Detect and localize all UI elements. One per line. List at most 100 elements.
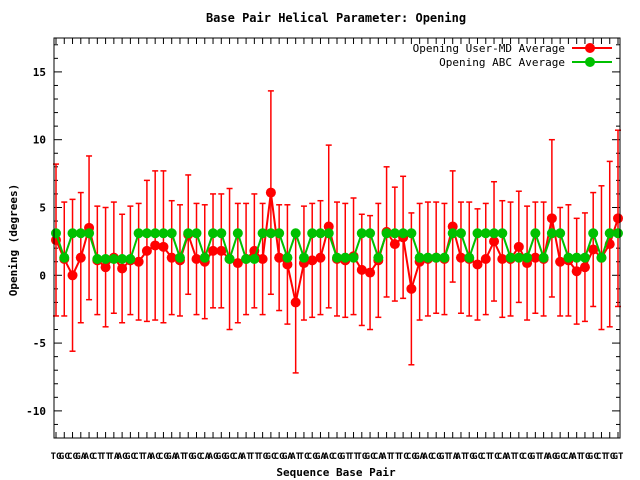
data-point (406, 228, 417, 239)
x-tick-label: TT (389, 452, 400, 462)
data-point (406, 283, 417, 294)
x-tick-label: GA (315, 452, 326, 462)
data-point (389, 239, 400, 250)
data-point (455, 228, 466, 239)
data-point (166, 228, 177, 239)
x-axis-label: Sequence Base Pair (276, 466, 396, 479)
x-tick-label: GC (588, 452, 599, 462)
data-point (489, 228, 500, 239)
x-tick-label: GT (613, 452, 624, 462)
data-point (389, 228, 400, 239)
x-tick-labels: TGGCCGGAACCTTTTAAGGCCTTAACCGGAATTGGCCAAG… (51, 452, 624, 462)
x-tick-label: TG (51, 452, 62, 462)
data-point (588, 244, 599, 255)
data-point (365, 267, 376, 278)
data-point (472, 228, 483, 239)
x-tick-label: GC (265, 452, 276, 462)
data-point (274, 228, 285, 239)
data-point (546, 213, 557, 224)
data-point (51, 228, 61, 239)
data-point (174, 252, 185, 263)
x-tick-label: GC (59, 452, 70, 462)
data-point (282, 252, 293, 263)
data-point (340, 252, 351, 263)
data-point (571, 266, 582, 277)
x-tick-label: AT (456, 452, 467, 462)
data-point (191, 254, 202, 265)
legend-label: Opening ABC Average (439, 56, 565, 69)
data-point (315, 252, 326, 263)
x-tick-label: GA (166, 452, 177, 462)
y-tick-label: 0 (39, 269, 46, 282)
data-point (365, 228, 376, 239)
data-point (141, 245, 152, 256)
data-point (208, 245, 219, 256)
data-point (522, 252, 533, 263)
x-tick-label: TC (489, 452, 500, 462)
data-point (315, 228, 326, 239)
x-tick-label: GC (472, 452, 483, 462)
x-tick-label: AT (381, 452, 392, 462)
data-point (166, 252, 177, 263)
data-point (59, 252, 70, 263)
data-point (538, 252, 549, 263)
x-tick-label: CT (596, 452, 607, 462)
data-point (307, 228, 318, 239)
x-tick-label: GC (125, 452, 136, 462)
data-point (158, 228, 169, 239)
data-point (381, 228, 392, 239)
x-tick-label: AG (117, 452, 128, 462)
x-tick-label: GA (414, 452, 425, 462)
data-point (265, 228, 276, 239)
x-tick-label: CA (373, 452, 384, 462)
data-point (530, 252, 541, 263)
data-point (497, 254, 508, 265)
x-tick-label: GC (365, 452, 376, 462)
data-point (108, 254, 119, 265)
data-point (546, 228, 557, 239)
data-point (571, 252, 582, 263)
y-tick-label: -10 (26, 405, 46, 418)
y-tick-label: -5 (33, 337, 46, 350)
data-point (257, 228, 268, 239)
x-tick-label: TG (580, 452, 591, 462)
x-tick-label: TG (356, 452, 367, 462)
chart-title: Base Pair Helical Parameter: Opening (206, 11, 466, 25)
data-point (158, 241, 169, 252)
data-point (257, 254, 268, 265)
x-tick-label: CA (199, 452, 210, 462)
x-tick-label: TG (464, 452, 475, 462)
x-tick-label: GG (216, 452, 227, 462)
data-point (117, 263, 128, 274)
data-point (199, 252, 210, 263)
data-point (232, 258, 243, 269)
data-point (216, 228, 227, 239)
axes-group: -10 -5 0 5 10 15 (26, 38, 620, 438)
x-tick-label: TC (299, 452, 310, 462)
data-point (232, 228, 243, 239)
data-point (133, 228, 144, 239)
x-tick-label: AT (175, 452, 186, 462)
data-point (563, 252, 574, 263)
x-tick-label: CG (431, 452, 442, 462)
x-tick-label: GT (340, 452, 351, 462)
x-tick-label: CG (307, 452, 318, 462)
x-tick-label: AC (422, 452, 433, 462)
x-tick-label: CG (406, 452, 417, 462)
data-point (431, 252, 442, 263)
x-tick-label: AT (241, 452, 252, 462)
data-point (141, 228, 152, 239)
data-point (298, 252, 309, 263)
data-point (398, 228, 409, 239)
data-point (323, 228, 334, 239)
x-tick-label: AC (323, 452, 334, 462)
plot-frame (53, 37, 621, 439)
x-tick-label: GC (191, 452, 202, 462)
data-point (356, 228, 367, 239)
x-tick-label: GT (439, 452, 450, 462)
data-point (414, 252, 425, 263)
x-tick-label: GT (530, 452, 541, 462)
data-point (100, 254, 111, 265)
